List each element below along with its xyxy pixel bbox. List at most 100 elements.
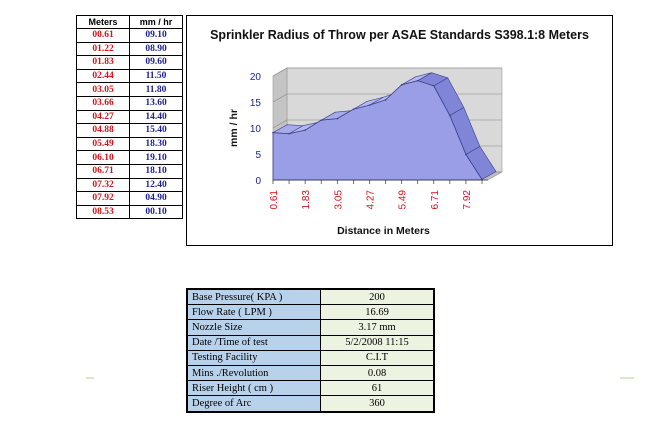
rate-cell: 13.60 [129, 95, 183, 111]
table-header-row: Meters mm / hr [76, 15, 183, 29]
data-point [400, 84, 403, 86]
table-row: 06.71 18.10 [76, 163, 183, 179]
x-axis-title: Distance in Meters [337, 225, 430, 237]
parameter-label: Degree of Arc [186, 395, 321, 412]
parameter-label: Base Pressure( KPA ) [186, 288, 321, 306]
data-point [465, 153, 467, 156]
header-meters: Meters [76, 15, 130, 29]
parameter-row: Date /Time of test 5/2/2008 11:15 [186, 334, 435, 351]
area-chart: 0 5 10 15 20 0.61 1.83 3.05 4.27 5.49 6.71 7.92 mm /… [228, 67, 504, 237]
rate-cell: 15.40 [129, 123, 183, 138]
x-tick-label: 7.92 [462, 190, 473, 210]
data-point [449, 114, 451, 117]
gridline-side [272, 93, 288, 103]
table-row: 04.27 14.40 [76, 109, 183, 125]
y-axis-title: mm / hr [228, 109, 240, 147]
rate-cell: 14.40 [129, 109, 183, 125]
parameter-row: Riser Height ( cm ) 61 [186, 380, 435, 397]
data-point [368, 104, 371, 106]
distance-cell: 01.22 [76, 41, 130, 57]
rate-cell: 11.50 [129, 68, 183, 84]
x-tick-label: 3.05 [333, 190, 344, 210]
distance-cell: 03.66 [76, 95, 130, 111]
chart-panel: Sprinkler Radius of Throw per ASAE Stand… [186, 15, 613, 246]
parameter-label: Date /Time of test [186, 334, 321, 351]
rate-cell: 11.80 [129, 82, 183, 97]
x-tick-label: 5.49 [398, 190, 409, 210]
data-point [384, 99, 387, 101]
distance-cell: 02.44 [76, 68, 130, 84]
parameter-row: Testing Facility C.I.T [186, 349, 435, 366]
parameter-value: 0.08 [320, 364, 435, 382]
parameter-value: 16.69 [320, 304, 435, 321]
y-tick-label: 5 [255, 150, 261, 161]
table-row: 00.61 09.10 [76, 28, 183, 43]
parameter-row: Degree of Arc 360 [186, 395, 435, 412]
table-row: 07.32 12.40 [76, 177, 183, 193]
parameter-row: Nozzle Size 3.17 mm [186, 319, 435, 336]
table-row: 06.10 19.10 [76, 150, 183, 165]
rate-cell: 19.10 [129, 150, 183, 165]
table-row: 01.22 08.90 [76, 41, 183, 57]
rate-cell: 00.10 [129, 204, 183, 220]
parameter-row: Flow Rate ( LPM ) 16.69 [186, 304, 435, 321]
data-point [416, 79, 419, 82]
parameter-label: Testing Facility [186, 349, 321, 366]
data-point [320, 119, 323, 121]
parameter-row: Base Pressure( KPA ) 200 [186, 288, 435, 306]
y-tick-label: 10 [250, 124, 262, 135]
distance-cell: 01.83 [76, 55, 130, 70]
distance-cell: 07.32 [76, 177, 130, 193]
parameter-value: 61 [320, 380, 435, 397]
table-row: 01.83 09.60 [76, 55, 183, 70]
distance-cell: 06.71 [76, 163, 130, 179]
data-point [272, 131, 274, 134]
header-rate: mm / hr [129, 15, 183, 29]
table-row: 03.05 11.80 [76, 82, 183, 97]
parameter-row: Mins ./Revolution 0.08 [186, 364, 435, 382]
table-row: 02.44 11.50 [76, 68, 183, 84]
data-point [352, 108, 355, 111]
rate-cell: 18.10 [129, 163, 183, 179]
table-row: 07.92 04.90 [76, 191, 183, 206]
y-tick-label: 0 [255, 176, 261, 187]
distance-cell: 08.53 [76, 204, 130, 220]
x-tick-label: 4.27 [365, 190, 376, 210]
distance-cell: 05.49 [76, 136, 130, 152]
gridline-side [272, 119, 288, 129]
rate-cell: 09.10 [129, 28, 183, 43]
chart-title: Sprinkler Radius of Throw per ASAE Stand… [210, 28, 589, 42]
gridline-side [272, 67, 288, 77]
distance-cell: 03.05 [76, 82, 130, 97]
parameter-label: Nozzle Size [186, 319, 321, 336]
data-point [336, 117, 339, 120]
parameter-value: 3.17 mm [320, 319, 435, 336]
y-tick-label: 15 [250, 98, 262, 109]
distance-cell: 06.10 [76, 150, 130, 165]
distance-cell: 04.27 [76, 109, 130, 125]
rate-cell: 18.30 [129, 136, 183, 152]
table-row: 05.49 18.30 [76, 136, 183, 152]
scan-mark [620, 377, 634, 379]
distance-cell: 07.92 [76, 191, 130, 206]
measurement-table: Meters mm / hr 00.61 09.10 01.22 08.90 01.83… [76, 15, 183, 220]
x-tick-label: 1.83 [301, 190, 312, 210]
parameter-value: 360 [320, 395, 435, 412]
data-point [432, 85, 435, 87]
table-row: 03.66 13.60 [76, 95, 183, 111]
scan-mark [86, 377, 94, 379]
x-tick-label: 0.61 [269, 190, 280, 210]
parameter-label: Flow Rate ( LPM ) [186, 304, 321, 321]
data-point [288, 132, 290, 135]
parameter-value: 5/2/2008 11:15 [320, 334, 435, 351]
parameter-label: Riser Height ( cm ) [186, 380, 321, 397]
rate-cell: 12.40 [129, 177, 183, 193]
distance-cell: 04.88 [76, 123, 130, 138]
rate-cell: 09.60 [129, 55, 183, 70]
table-row: 04.88 15.40 [76, 123, 183, 138]
table-row: 08.53 00.10 [76, 204, 183, 220]
parameters-table: Base Pressure( KPA ) 200 Flow Rate ( LPM )… [186, 288, 435, 413]
x-tick-label: 6.71 [430, 190, 441, 210]
distance-cell: 00.61 [76, 28, 130, 43]
rate-cell: 08.90 [129, 41, 183, 57]
